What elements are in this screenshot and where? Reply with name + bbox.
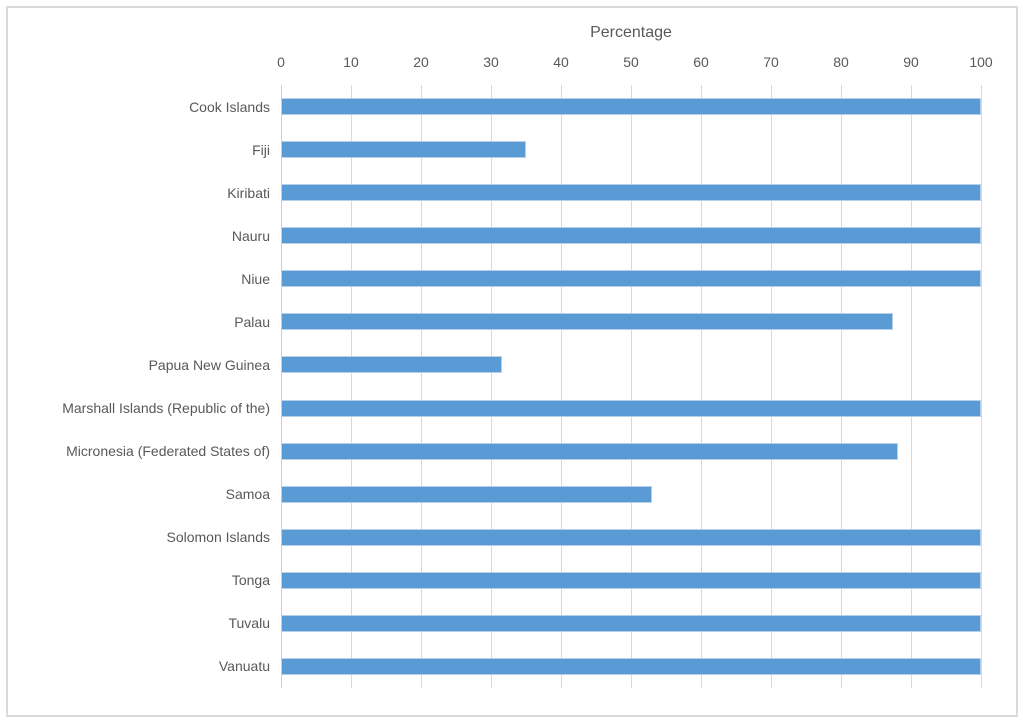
gridline	[981, 85, 982, 688]
category-label: Tonga	[231, 572, 270, 588]
value-axis-line	[281, 85, 282, 688]
category-label: Solomon Islands	[166, 529, 270, 545]
x-tick-label: 50	[623, 54, 639, 70]
gridline	[911, 85, 912, 688]
gridline	[421, 85, 422, 688]
x-tick-label: 20	[413, 54, 429, 70]
bar	[281, 270, 981, 287]
x-tick-label: 90	[903, 54, 919, 70]
bar	[281, 400, 981, 417]
category-label: Tuvalu	[228, 615, 270, 631]
bar	[281, 486, 652, 503]
category-label: Micronesia (Federated States of)	[66, 443, 270, 459]
category-label: Samoa	[225, 486, 270, 502]
gridline	[491, 85, 492, 688]
x-tick-label: 0	[277, 54, 285, 70]
gridline	[841, 85, 842, 688]
category-label: Marshall Islands (Republic of the)	[62, 400, 270, 416]
bar	[281, 184, 981, 201]
x-tick-label: 80	[833, 54, 849, 70]
x-tick-label: 100	[969, 54, 993, 70]
bar	[281, 529, 981, 546]
bar	[281, 658, 981, 675]
category-label: Niue	[241, 271, 270, 287]
category-label: Papua New Guinea	[148, 357, 270, 373]
bar	[281, 443, 898, 460]
gridline	[771, 85, 772, 688]
category-label: Palau	[234, 314, 270, 330]
bar	[281, 615, 981, 632]
bar	[281, 356, 502, 373]
x-tick-label: 70	[763, 54, 779, 70]
chart-title: Percentage	[590, 24, 672, 41]
x-tick-label: 30	[483, 54, 499, 70]
category-label: Nauru	[231, 228, 270, 244]
gridline	[561, 85, 562, 688]
plot-area	[281, 85, 982, 688]
gridline	[701, 85, 702, 688]
bar	[281, 572, 981, 589]
bar	[281, 98, 981, 115]
x-tick-label: 60	[693, 54, 709, 70]
category-label: Fiji	[252, 142, 270, 158]
category-label: Vanuatu	[218, 658, 270, 674]
category-label: Kiribati	[227, 185, 270, 201]
gridline	[351, 85, 352, 688]
x-tick-label: 40	[553, 54, 569, 70]
bar	[281, 227, 981, 244]
bar	[281, 141, 526, 158]
bar	[281, 313, 893, 330]
gridline	[631, 85, 632, 688]
category-label: Cook Islands	[189, 99, 270, 115]
x-tick-label: 10	[343, 54, 359, 70]
